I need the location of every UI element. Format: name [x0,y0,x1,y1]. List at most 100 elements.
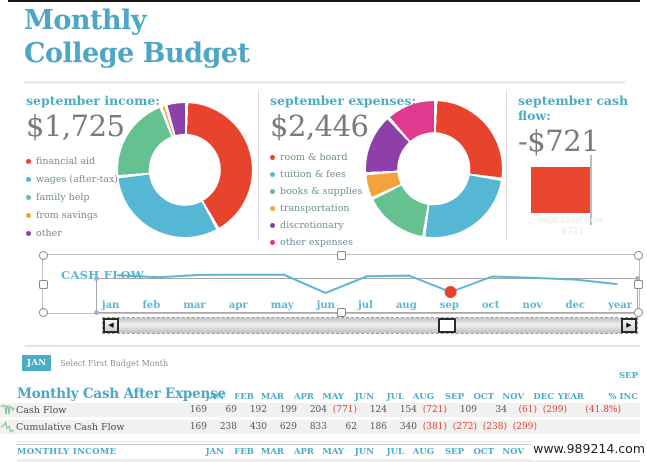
column-header: APR [293,447,314,457]
selection-handle-mid-left[interactable] [39,280,48,289]
cashflow-amount: -$721 [518,124,600,158]
legend-item: room & board [270,152,416,163]
month-label: may [270,300,294,311]
bar-caption-line1: sept cash flow [538,216,604,226]
selection-handle-bottom-mid[interactable] [337,308,346,317]
chart-scrollbar[interactable]: ◀ ▶ [102,317,638,334]
table-row[interactable]: Cash Flow 169 69 192 199 204 (771) 124 154 (721) 1… [0,403,640,417]
selection-handle-top-right[interactable] [634,251,643,260]
cashflow-line-series [116,273,618,298]
month-label: jan [102,300,120,311]
budget-month-selector: JAN Select First Budget Month [22,355,168,371]
column-header: MAY [322,447,344,457]
income-legend: financial aid wages (after-tax) family hel… [26,156,160,239]
legend-label: room & board [280,152,348,163]
table-cell: (721) [422,405,447,415]
bar-caption-line2: -$721 [558,227,584,237]
table-cell: (381) [422,422,447,432]
plot-handle-icon [94,310,99,315]
legend-item: financial aid [26,156,160,167]
table-cell: (238) [482,422,507,432]
row-label: Cumulative Cash Flow [16,421,125,433]
table-row[interactable]: Cumulative Cash Flow 169 238 430 629 833 62 186… [0,420,640,434]
scrollbar-thumb[interactable] [438,318,456,333]
column-header: NOV [502,447,524,457]
legend-item: transportation [270,203,416,214]
column-header: YEAR [557,392,584,402]
legend-label: other expenses [280,237,354,248]
table-cell: 62 [345,422,357,432]
legend-item: family help [26,192,160,203]
bar-chart-axis [590,155,592,225]
month-label: jul [358,300,373,311]
month-label: feb [142,300,161,311]
expenses-label: september expenses: [270,93,417,108]
donut-hole [148,133,222,207]
legend-item: other [26,228,160,239]
legend-bullet-icon [270,189,275,194]
column-header: OCT [473,392,495,402]
watermark-text: www.989214.com [533,440,645,456]
selection-handle-top-left[interactable] [39,251,48,260]
table-cell: 109 [459,405,477,415]
table-cell: 192 [249,405,267,415]
table-cell: 204 [309,405,327,415]
column-header: FEB [234,392,254,402]
top-border-line [8,0,640,2]
expenses-legend: room & board tuition & fees books & suppli… [270,152,416,248]
negative-cashflow-bar[interactable] [531,167,590,213]
title-divider [24,81,625,84]
table-cell: (771) [332,405,357,415]
legend-bullet-icon [270,240,275,245]
cashflow-chart-object[interactable]: CASH FLOW jan feb mar apr may jun jul aug sep oct… [39,251,643,317]
selection-handle-top-mid[interactable] [337,251,346,260]
legend-bullet-icon [26,213,31,218]
legend-label: tuition & fees [280,169,346,180]
legend-item: other expenses [270,237,416,248]
column-header: AUG [412,447,434,457]
legend-bullet-icon [26,231,31,236]
legend-label: financial aid [36,156,96,167]
month-label: jun [316,300,335,311]
selection-handle-bottom-right[interactable] [634,308,643,317]
column-header: MAR [260,447,284,457]
table-cell: 124 [369,405,387,415]
table-cell: 629 [279,422,297,432]
donut-hole [397,132,471,206]
legend-bullet-icon [26,195,31,200]
month-label: oct [482,300,500,311]
month-selector-badge[interactable]: JAN [22,355,52,371]
section2-heading: MONTHLY INCOME [17,447,117,457]
legend-bullet-icon [270,223,275,228]
month-label: apr [228,300,248,311]
selection-handle-mid-right[interactable] [634,280,643,289]
legend-item: books & supplies [270,186,416,197]
cashflow-plot-area[interactable]: jan feb mar apr may jun jul aug sep oct nov dec year [94,273,640,315]
cashflow-panel: september cash flow: -$721 [518,93,647,158]
selection-handle-bottom-left[interactable] [39,308,48,317]
income-donut-chart[interactable] [118,103,252,237]
legend-item: from savings [26,210,160,221]
panel-divider [258,90,259,240]
column-header: JUL [386,447,404,457]
column-header: JAN [205,447,224,457]
legend-bullet-icon [270,206,275,211]
legend-label: transportation [280,203,350,214]
watermark: www.989214.com [531,436,647,460]
panel-divider [506,90,507,240]
plot-handle-icon [94,276,99,281]
expenses-panel: september expenses: $2,446 room & board t… [270,93,416,254]
title-line2: College Budget [24,38,250,69]
expenses-donut-chart[interactable] [366,101,502,237]
column-header: NOV [502,392,524,402]
selected-month-super-header: SEP [618,371,638,381]
table-cell: 169 [189,405,207,415]
legend-label: other [36,228,62,239]
legend-label: wages (after-tax) [36,174,119,185]
table-cell: 430 [249,422,267,432]
legend-bullet-icon [270,155,275,160]
scrollbar-right-arrow-icon[interactable]: ▶ [621,318,637,333]
legend-item: tuition & fees [270,169,416,180]
scrollbar-left-arrow-icon[interactable]: ◀ [103,318,119,333]
legend-label: from savings [36,210,98,221]
